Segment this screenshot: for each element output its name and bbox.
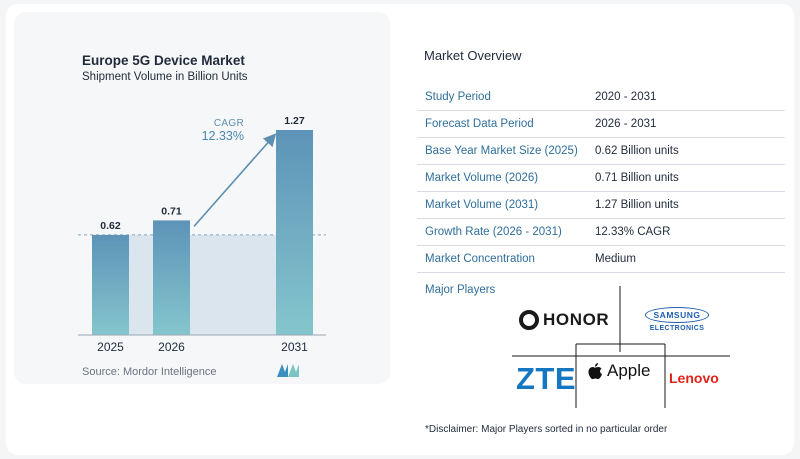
overview-table: Study Period 2020 - 2031 Forecast Data Per… <box>417 84 785 273</box>
overview-row: Market Concentration Medium <box>417 246 785 273</box>
disclaimer-text: *Disclaimer: Major Players sorted in no … <box>425 424 668 435</box>
samsung-logo-text: SAMSUNG <box>644 307 710 323</box>
overview-row: Market Volume (2026) 0.71 Billion units <box>417 165 785 192</box>
overview-row-label: Growth Rate (2026 - 2031) <box>425 226 562 238</box>
bar-2026 <box>153 220 190 335</box>
honor-logo-text: HONOR <box>543 310 610 329</box>
overview-row: Forecast Data Period 2026 - 2031 <box>417 111 785 138</box>
overview-row-value: 2026 - 2031 <box>595 118 657 130</box>
overview-row-label: Base Year Market Size (2025) <box>425 145 578 157</box>
data-label-2025: 0.62 <box>100 220 121 232</box>
overview-row-value: 0.71 Billion units <box>595 172 679 184</box>
cagr-arrow <box>193 133 277 227</box>
apple-logo-text: Apple <box>607 361 651 380</box>
overview-row-value: 1.27 Billion units <box>595 199 679 211</box>
overview-row: Market Volume (2031) 1.27 Billion units <box>417 192 785 219</box>
bar-2031 <box>276 130 313 335</box>
chart-title: Europe 5G Device Market <box>82 53 245 68</box>
overview-row-value: Medium <box>595 253 636 265</box>
chart-subtitle: Shipment Volume in Billion Units <box>82 71 248 83</box>
overview-row: Study Period 2020 - 2031 <box>417 84 785 111</box>
overview-row-value: 12.33% CAGR <box>595 226 671 238</box>
zte-logo: ZTE <box>516 361 577 396</box>
overview-row-label: Study Period <box>425 91 491 103</box>
overview-row: Growth Rate (2026 - 2031) 12.33% CAGR <box>417 219 785 246</box>
overview-row-value: 0.62 Billion units <box>595 145 679 157</box>
x-tick-2031: 2031 <box>281 340 308 354</box>
honor-logo: HONOR <box>518 309 609 331</box>
overview-row-label: Forecast Data Period <box>425 118 534 130</box>
overview-row-label: Market Volume (2026) <box>425 172 539 184</box>
data-label-2031: 1.27 <box>284 115 305 127</box>
data-label-2026: 0.71 <box>161 205 182 217</box>
mordor-logo-icon <box>277 364 299 377</box>
x-tick-2025: 2025 <box>97 340 124 354</box>
samsung-electronics-text: ELECTRONICS <box>649 325 705 332</box>
bar-2025 <box>92 234 129 335</box>
overview-row: Base Year Market Size (2025) 0.62 Billion… <box>417 138 785 165</box>
cagr-value: 12.33% <box>201 129 244 143</box>
x-tick-2026: 2026 <box>158 340 185 354</box>
overview-title: Market Overview <box>424 48 522 63</box>
overview-row-value: 2020 - 2031 <box>595 91 657 103</box>
overview-row-label: Market Concentration <box>425 253 535 265</box>
lenovo-logo: Lenovo <box>669 370 719 386</box>
cagr-label: CAGR <box>213 118 244 129</box>
samsung-logo: SAMSUNG ELECTRONICS <box>632 305 722 332</box>
source-text: Source: Mordor Intelligence <box>82 366 217 378</box>
apple-icon <box>588 362 602 379</box>
apple-logo: Apple <box>587 361 650 381</box>
players-title: Major Players <box>425 284 496 296</box>
honor-ring-icon <box>519 310 539 330</box>
overview-row-label: Market Volume (2031) <box>425 199 539 211</box>
